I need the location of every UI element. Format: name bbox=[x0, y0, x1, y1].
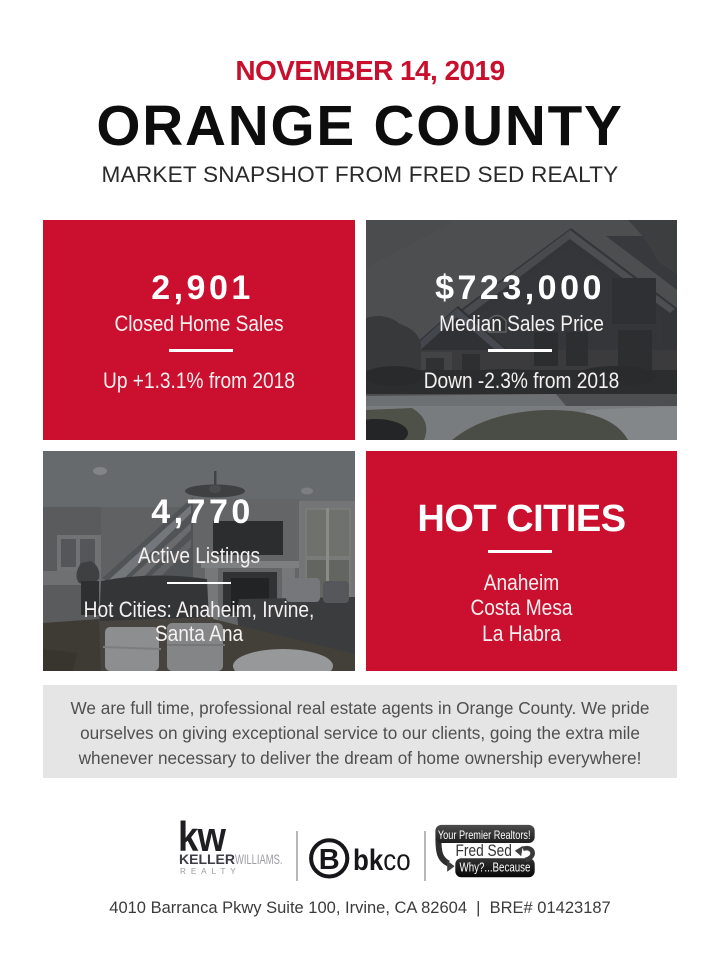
svg-text:bkco: bkco bbox=[353, 843, 411, 876]
svg-text:Your Premier Realtors!: Your Premier Realtors! bbox=[438, 830, 531, 842]
svg-text:Why?...Because: Why?...Because bbox=[460, 861, 531, 875]
svg-text:Fred Sed: Fred Sed bbox=[456, 842, 512, 860]
svg-text:B: B bbox=[319, 844, 340, 876]
